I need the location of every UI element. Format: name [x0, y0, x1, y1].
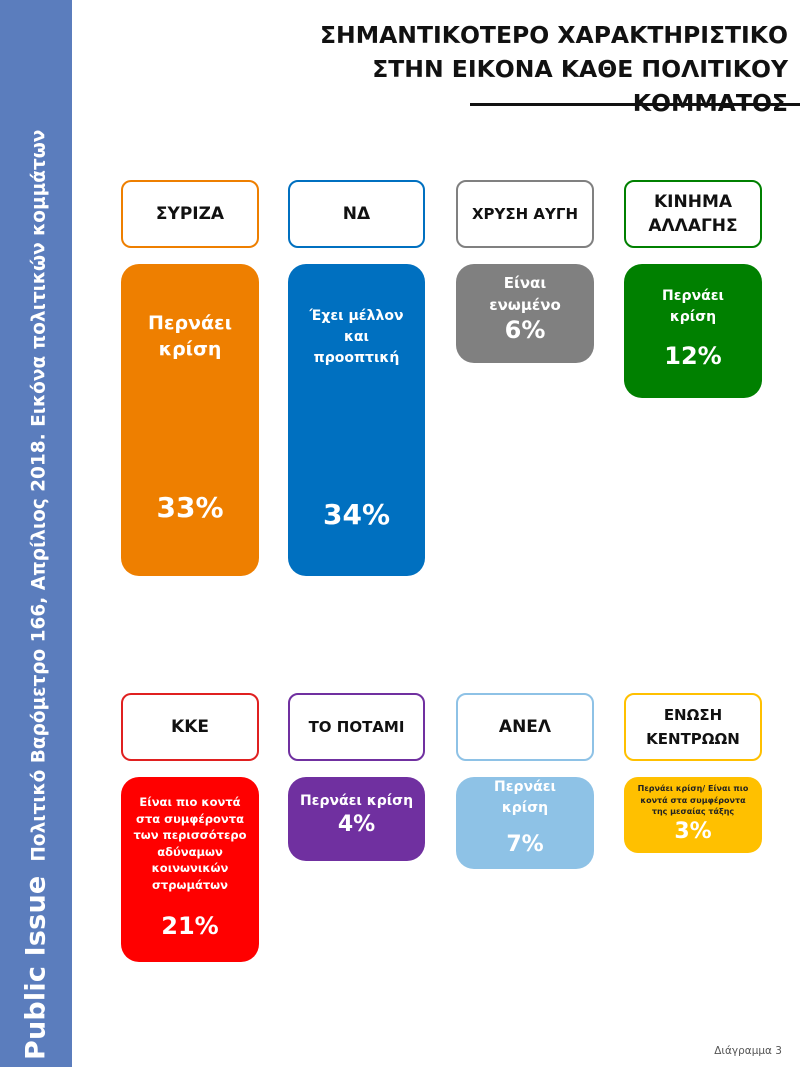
percentage: 12% [664, 342, 722, 370]
characteristic: Είναι ενωμένο [489, 274, 561, 314]
percentage: 7% [506, 832, 544, 857]
title-line-1: ΣΗΜΑΝΤΙΚΟΤΕΡΟ ΧΑΡΑΚΤΗΡΙΣΤΙΚΟ [320, 21, 788, 49]
characteristic: Περνάει κρίση [147, 312, 233, 360]
party-label-union-centrists: ΕΝΩΣΗ ΚΕΝΤΡΩΩΝ [624, 693, 762, 761]
characteristic: Περνάει κρίση [299, 793, 414, 809]
party-label-nd: ΝΔ [288, 180, 425, 248]
party-label-golden-dawn: ΧΡΥΣΗ ΑΥΓΗ [456, 180, 594, 248]
value-box-union-centrists: Περνάει κρίση/ Είναι πιο κοντά στα συμφέ… [624, 777, 762, 853]
percentage: 34% [322, 498, 391, 531]
value-box-nd: Έχει μέλλον και προοπτική 34% [288, 264, 425, 576]
value-box-kinal: Περνάει κρίση 12% [624, 264, 762, 398]
percentage: 3% [674, 818, 712, 844]
percentage: 33% [156, 491, 224, 524]
value-box-potami: Περνάει κρίση 4% [288, 777, 425, 861]
value-box-anel: Περνάει κρίση 7% [456, 777, 594, 869]
title-underline [470, 103, 800, 106]
value-box-syriza: Περνάει κρίση 33% [121, 264, 259, 576]
value-box-kke: Είναι πιο κοντά στα συμφέροντα των περισ… [121, 777, 259, 962]
characteristic: Περνάει κρίση [494, 779, 556, 816]
percentage: 4% [337, 812, 376, 837]
characteristic: Είναι πιο κοντά στα συμφέροντα των περισ… [133, 795, 247, 892]
percentage: 6% [504, 316, 546, 344]
sidebar-caption: Public Issue Πολιτικό Βαρόμετρο 166, Απρ… [21, 130, 52, 1060]
sidebar: Public Issue Πολιτικό Βαρόμετρο 166, Απρ… [0, 0, 72, 1067]
characteristic: Περνάει κρίση [662, 288, 724, 325]
party-label-anel: ΑΝΕΛ [456, 693, 594, 761]
title-line-2: ΣΤΗΝ ΕΙΚΟΝΑ ΚΑΘΕ ΠΟΛΙΤΙΚΟΥ ΚΟΜΜΑΤΟΣ [372, 55, 788, 117]
percentage: 21% [161, 912, 219, 940]
characteristic: Περνάει κρίση/ Είναι πιο κοντά στα συμφέ… [637, 784, 749, 816]
figure-caption: Διάγραμμα 3 [714, 1045, 782, 1057]
party-label-syriza: ΣΥΡΙΖΑ [121, 180, 259, 248]
value-box-golden-dawn: Είναι ενωμένο 6% [456, 264, 594, 363]
survey-subtitle: Πολιτικό Βαρόμετρο 166, Απρίλιος 2018. Ε… [28, 129, 50, 862]
chart-title: ΣΗΜΑΝΤΙΚΟΤΕΡΟ ΧΑΡΑΚΤΗΡΙΣΤΙΚΟ ΣΤΗΝ ΕΙΚΟΝΑ… [268, 18, 788, 120]
characteristic: Έχει μέλλον και προοπτική [309, 308, 404, 366]
party-label-potami: ΤΟ ΠΟΤΑΜΙ [288, 693, 425, 761]
brand-name: Public Issue [20, 875, 52, 1060]
party-label-kinal: ΚΙΝΗΜΑ ΑΛΛΑΓΗΣ [624, 180, 762, 248]
party-label-kke: ΚΚΕ [121, 693, 259, 761]
